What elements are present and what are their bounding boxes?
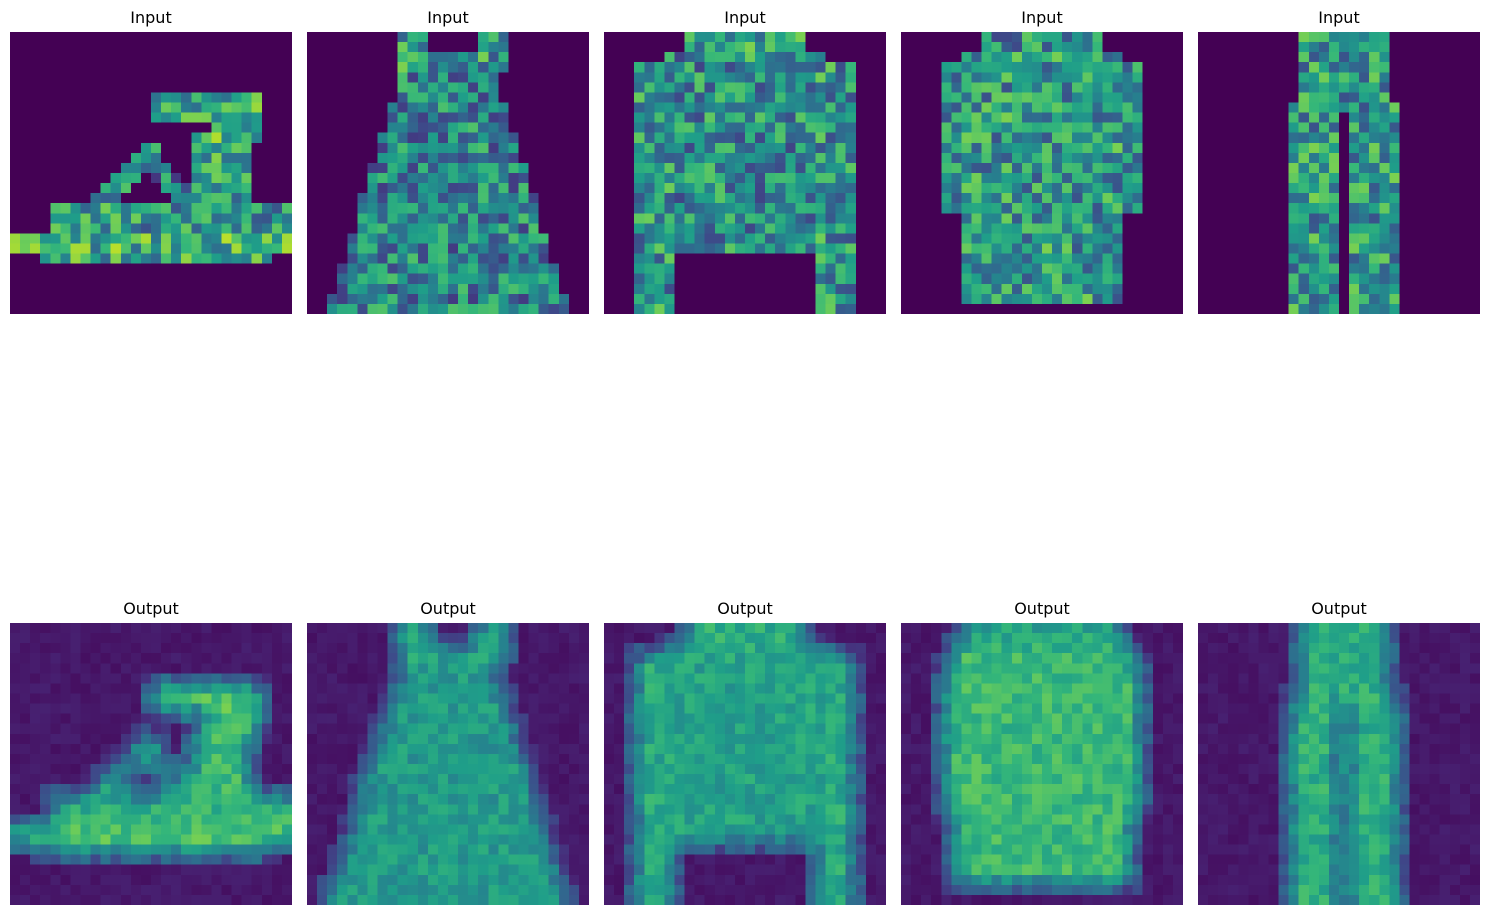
input-image-dress bbox=[307, 32, 589, 314]
output-image-sandal bbox=[10, 623, 292, 905]
panel-title: Output bbox=[1014, 599, 1070, 618]
panel-title: Output bbox=[123, 599, 179, 618]
output-image-pullover bbox=[604, 623, 886, 905]
panel-title: Input bbox=[427, 8, 469, 27]
output-image-trouser bbox=[1198, 623, 1480, 905]
input-image-trouser bbox=[1198, 32, 1480, 314]
input-image-dress-long bbox=[901, 32, 1183, 314]
input-image-sandal bbox=[10, 32, 292, 314]
panel-title: Input bbox=[130, 8, 172, 27]
panel-title: Input bbox=[1021, 8, 1063, 27]
output-image-dress bbox=[307, 623, 589, 905]
output-image-coat bbox=[901, 623, 1183, 905]
panel-title: Output bbox=[420, 599, 476, 618]
panel-title: Output bbox=[717, 599, 773, 618]
panel-title: Input bbox=[724, 8, 766, 27]
input-image-pullover bbox=[604, 32, 886, 314]
panel-title: Input bbox=[1318, 8, 1360, 27]
panel-title: Output bbox=[1311, 599, 1367, 618]
